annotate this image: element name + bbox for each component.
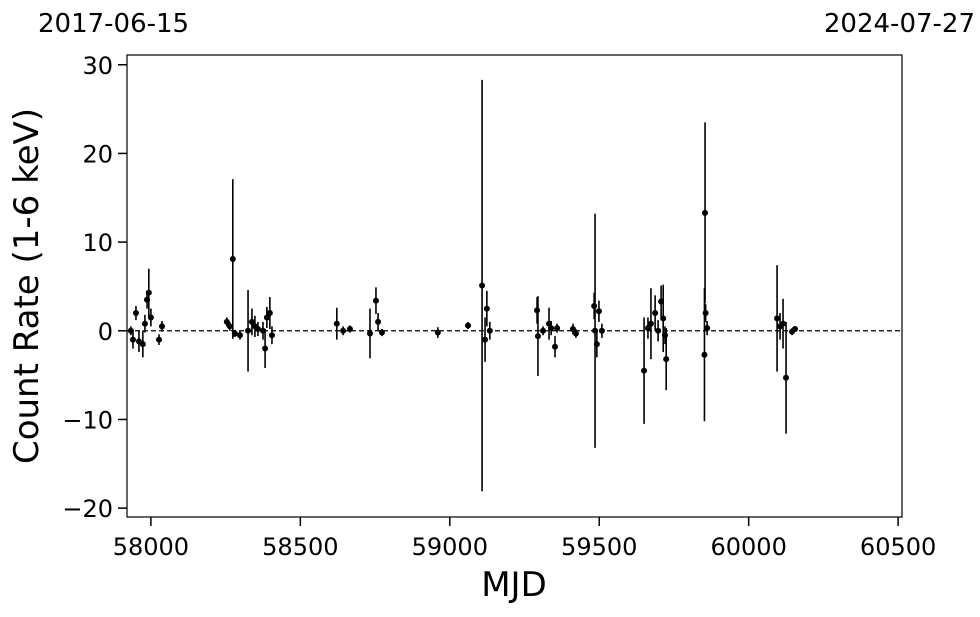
data-point — [534, 333, 541, 340]
x-tick-label: 59000 — [412, 533, 488, 561]
data-point — [595, 308, 602, 315]
data-point — [548, 325, 555, 332]
data-point — [551, 343, 558, 350]
data-point — [701, 351, 708, 358]
data-point — [572, 330, 579, 337]
data-point — [540, 327, 547, 334]
data-point — [263, 314, 270, 321]
data-point — [378, 329, 385, 336]
top-left-label: 2017-06-15 — [38, 9, 189, 39]
data-point — [569, 326, 576, 333]
data-point — [141, 320, 148, 327]
data-point — [598, 327, 605, 334]
data-point — [479, 282, 486, 289]
data-point — [465, 322, 472, 329]
data-point — [147, 314, 154, 321]
data-point — [652, 310, 659, 317]
data-point — [375, 318, 382, 325]
data-point — [139, 341, 146, 348]
data-point — [663, 356, 670, 363]
data-point — [483, 305, 490, 312]
x-tick-label: 58000 — [113, 533, 189, 561]
data-point — [593, 341, 600, 348]
data-point — [783, 374, 790, 381]
data-point — [226, 323, 233, 330]
data-point — [372, 297, 379, 304]
data-point — [223, 318, 230, 325]
data-point — [704, 325, 711, 332]
data-point — [702, 209, 709, 216]
data-point — [534, 307, 541, 314]
data-point — [482, 336, 489, 343]
data-point — [229, 255, 236, 262]
x-tick-label: 59500 — [561, 533, 637, 561]
data-point — [245, 327, 252, 334]
data-point — [132, 310, 139, 317]
x-tick-label: 58500 — [262, 533, 338, 561]
data-point — [262, 345, 269, 352]
data-point — [647, 320, 654, 327]
data-point — [486, 327, 493, 334]
y-tick-label: 20 — [82, 140, 113, 168]
data-point — [655, 327, 662, 334]
data-point — [129, 336, 136, 343]
data-point — [774, 315, 781, 322]
data-point — [660, 315, 667, 322]
data-point — [661, 332, 668, 339]
data-point — [231, 330, 238, 337]
data-point — [158, 323, 165, 330]
x-axis-label: MJD — [481, 565, 547, 605]
data-point — [644, 325, 651, 332]
data-point — [792, 326, 799, 333]
data-point — [254, 326, 261, 333]
y-tick-label: −10 — [62, 406, 113, 434]
x-tick-label: 60000 — [710, 533, 786, 561]
y-tick-label: 10 — [82, 229, 113, 257]
data-point — [366, 330, 373, 337]
data-point — [155, 336, 162, 343]
data-point — [434, 329, 441, 336]
plot-frame — [126, 54, 903, 518]
data-point — [346, 326, 353, 333]
data-point — [340, 327, 347, 334]
top-right-label: 2024-07-27 — [824, 9, 975, 39]
data-point — [145, 289, 152, 296]
data-point — [702, 310, 709, 317]
data-point — [641, 367, 648, 374]
y-tick-label: 30 — [82, 52, 113, 80]
data-point — [268, 332, 275, 339]
data-point — [266, 310, 273, 317]
data-point — [591, 302, 598, 309]
data-point — [554, 325, 561, 332]
data-point — [236, 332, 243, 339]
data-point — [333, 320, 340, 327]
y-axis-label: Count Rate (1-6 keV) — [7, 108, 47, 464]
x-tick-label: 60500 — [860, 533, 936, 561]
data-point — [248, 318, 255, 325]
data-point — [780, 320, 787, 327]
y-tick-label: −20 — [62, 495, 113, 523]
y-tick-label: 0 — [98, 318, 113, 346]
